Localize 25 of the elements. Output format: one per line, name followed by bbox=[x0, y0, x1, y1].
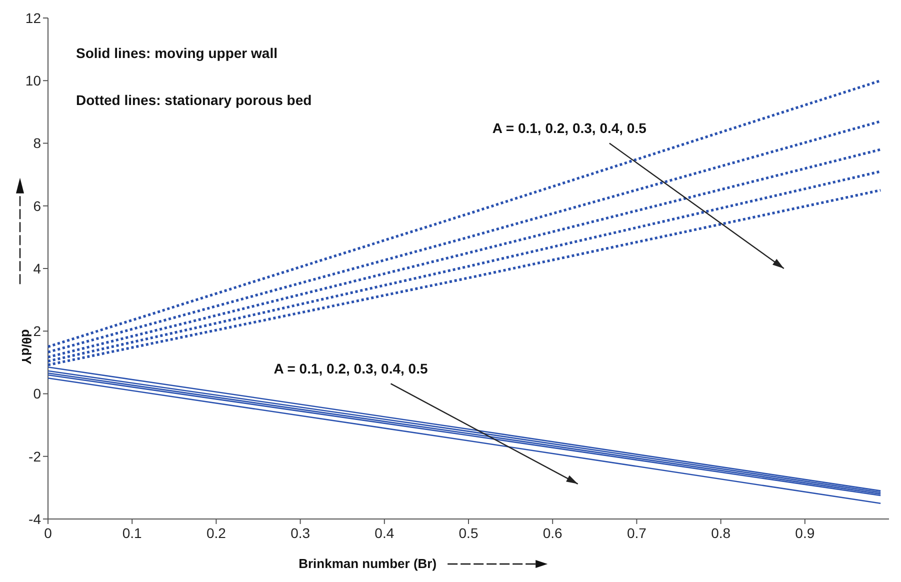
x-tick-label: 0.7 bbox=[626, 524, 647, 541]
y-tick-label: -2 bbox=[28, 448, 42, 464]
y-tick-label: 4 bbox=[33, 260, 42, 276]
annotation: Solid lines: moving upper wall bbox=[76, 45, 278, 61]
y-tick-label: 2 bbox=[33, 323, 42, 340]
x-tick-label: 0.5 bbox=[458, 524, 478, 541]
x-tick-label: 0.3 bbox=[290, 524, 310, 541]
annotation: A = 0.1, 0.2, 0.3, 0.4, 0.5 bbox=[274, 360, 428, 377]
x-tick-label: 0.2 bbox=[206, 524, 226, 541]
x-tick-label: 0 bbox=[44, 524, 52, 541]
y-tick-label: 12 bbox=[25, 10, 42, 26]
x-tick-label: 0.8 bbox=[711, 524, 731, 541]
x-tick-label: 0.4 bbox=[374, 524, 394, 541]
y-tick-label: 8 bbox=[33, 135, 42, 152]
y-tick-label: -4 bbox=[28, 510, 42, 527]
y-tick-label: 10 bbox=[25, 72, 42, 89]
annotation: Dotted lines: stationary porous bed bbox=[76, 92, 312, 108]
y-tick-label: 6 bbox=[33, 198, 42, 214]
y-axis-title: dθ/dY bbox=[19, 329, 34, 365]
x-axis-title: Brinkman number (Br) bbox=[298, 556, 437, 571]
x-tick-label: 0.6 bbox=[542, 524, 563, 541]
annotation: A = 0.1, 0.2, 0.3, 0.4, 0.5 bbox=[492, 120, 647, 136]
y-tick-label: 0 bbox=[33, 386, 42, 402]
x-tick-label: 0.1 bbox=[122, 524, 142, 541]
x-tick-label: 0.9 bbox=[795, 524, 815, 541]
